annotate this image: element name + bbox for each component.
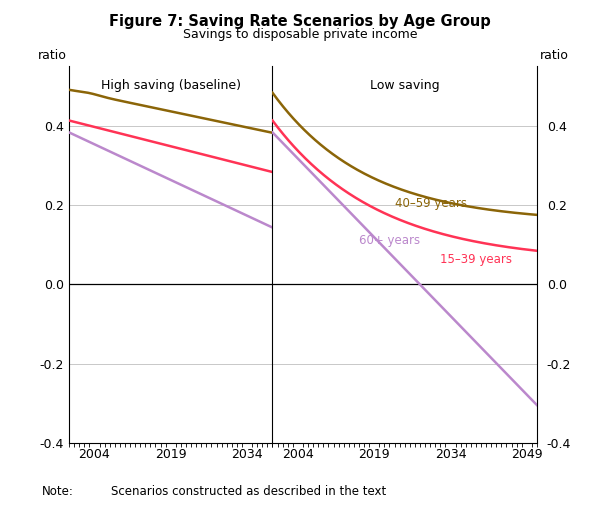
Text: 15–39 years: 15–39 years [440,252,512,266]
Text: Figure 7: Saving Rate Scenarios by Age Group: Figure 7: Saving Rate Scenarios by Age G… [109,14,491,29]
Text: ratio: ratio [539,49,569,63]
Text: Low saving: Low saving [370,79,440,92]
Text: 60+ years: 60+ years [359,234,420,247]
Text: Scenarios constructed as described in the text: Scenarios constructed as described in th… [111,485,386,498]
Text: 40–59 years: 40–59 years [395,197,467,210]
Text: High saving (baseline): High saving (baseline) [101,79,241,92]
Text: Note:: Note: [42,485,74,498]
Text: Savings to disposable private income: Savings to disposable private income [183,28,417,41]
Text: ratio: ratio [38,49,67,63]
